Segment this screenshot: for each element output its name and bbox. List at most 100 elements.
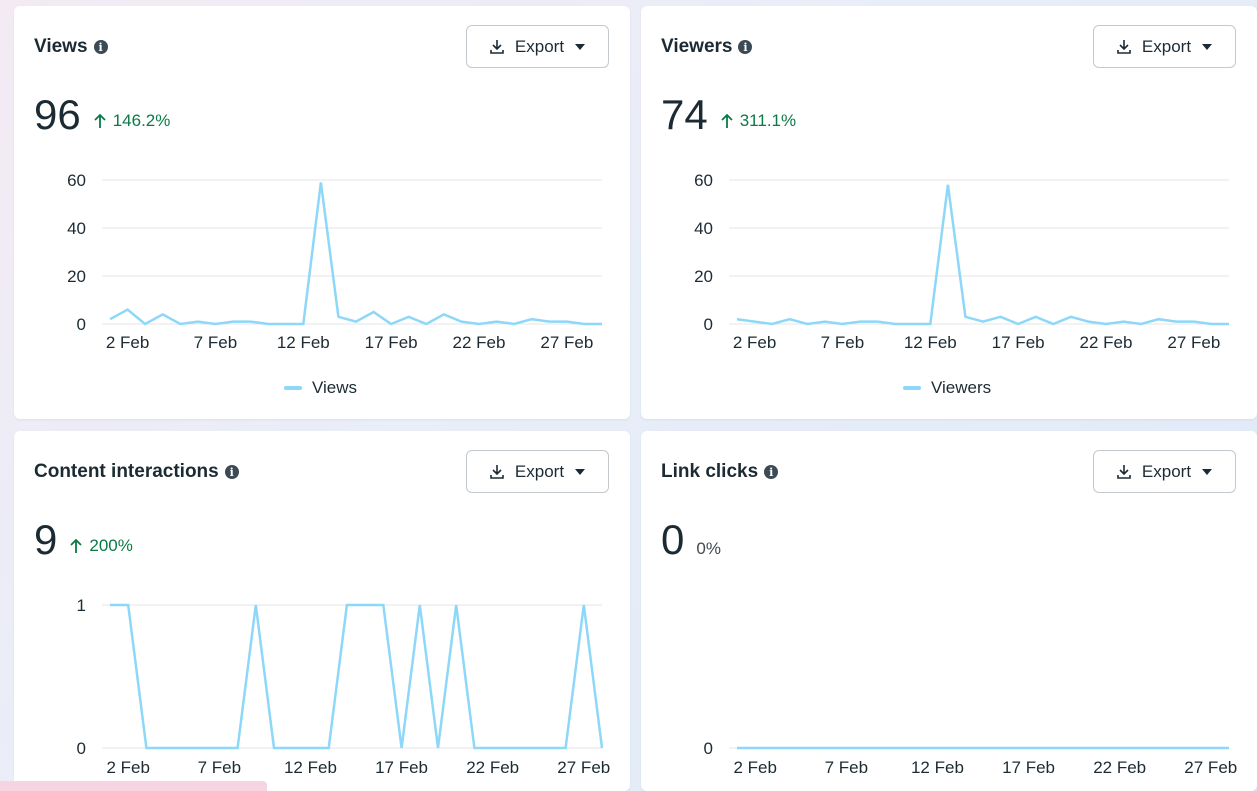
export-button[interactable]: Export: [1093, 25, 1236, 68]
caret-down-icon: [575, 43, 586, 50]
bottom-status-strip: [0, 781, 267, 791]
series-line: [736, 184, 1229, 326]
viewers-card: Viewers i Export 74 311.1% 0 20 40 60 2 Feb 7…: [641, 6, 1257, 419]
legend-label: Views: [312, 378, 358, 397]
metric-value: 9: [34, 516, 58, 563]
arrow-up-icon: [70, 538, 82, 553]
x-tick-label: 22 Feb: [1080, 333, 1133, 352]
chart-legend: Viewers: [903, 378, 991, 398]
y-tick-label: 1: [77, 596, 86, 615]
legend-label: Viewers: [931, 378, 992, 397]
delta-value: 0%: [696, 539, 721, 558]
info-icon[interactable]: i: [738, 40, 753, 54]
link-clicks-chart: 0 2 Feb 7 Feb 12 Feb 17 Feb 22 Feb 27 Feb: [704, 739, 1238, 777]
y-tick-label: 0: [704, 315, 713, 334]
caret-down-icon: [1202, 468, 1213, 475]
chart-legend: Views: [284, 378, 357, 398]
x-tick-label: 27 Feb: [540, 333, 593, 352]
x-tick-label: 27 Feb: [1184, 758, 1237, 777]
metric-summary: 74 311.1%: [661, 94, 796, 136]
y-tick-label: 0: [77, 315, 86, 334]
x-tick-label: 2 Feb: [106, 333, 149, 352]
y-tick-label: 0: [704, 739, 713, 758]
y-tick-label: 20: [694, 267, 713, 286]
x-tick-label: 7 Feb: [194, 333, 237, 352]
download-icon: [490, 464, 504, 479]
export-button[interactable]: Export: [466, 25, 609, 68]
x-tick-label: 17 Feb: [992, 333, 1045, 352]
export-label: Export: [514, 36, 565, 56]
info-icon[interactable]: i: [764, 465, 779, 479]
x-tick-label: 2 Feb: [733, 333, 776, 352]
y-tick-label: 60: [694, 171, 713, 190]
export-label: Export: [1141, 36, 1192, 56]
x-tick-label: 22 Feb: [1093, 758, 1146, 777]
x-tick-label: 17 Feb: [365, 333, 418, 352]
y-tick-label: 40: [694, 219, 713, 238]
caret-down-icon: [1202, 43, 1213, 50]
series-line: [110, 603, 604, 750]
download-icon: [1117, 39, 1131, 54]
content-interactions-chart: 012 Feb 7 Feb 12 Feb 17 Feb 22 Feb 27 Feb: [77, 596, 611, 777]
link-clicks-card: Link clicks i Export 0 0% 0 2 Feb 7 Feb 12 …: [641, 431, 1257, 791]
metric-delta: 146.2%: [93, 111, 171, 131]
info-icon[interactable]: i: [224, 465, 239, 479]
views-chart: 0 20 40 60 2 Feb 7 Feb 12 Feb 17 Feb 22 Feb 27 Fe…: [67, 171, 603, 352]
x-tick-label: 17 Feb: [1002, 758, 1055, 777]
delta-value: 311.1%: [739, 111, 797, 130]
export-label: Export: [514, 461, 565, 481]
x-tick-label: 7 Feb: [198, 758, 241, 777]
y-tick-label: 60: [67, 171, 86, 190]
caret-down-icon: [575, 468, 586, 475]
x-tick-label: 12 Feb: [277, 333, 330, 352]
arrow-up-icon: [94, 113, 106, 128]
x-tick-label: 12 Feb: [904, 333, 957, 352]
x-tick-label: 12 Feb: [911, 758, 964, 777]
card-title: Views i: [34, 36, 108, 58]
metric-delta: 311.1%: [720, 111, 796, 131]
viewers-title: Viewers: [661, 36, 733, 57]
metric-value: 96: [34, 91, 81, 138]
y-tick-label: 40: [67, 219, 86, 238]
x-tick-label: 22 Feb: [466, 758, 519, 777]
y-tick-label: 20: [67, 267, 86, 286]
x-tick-label: 2 Feb: [733, 758, 776, 777]
metric-summary: 0 0%: [661, 519, 721, 561]
metric-value: 74: [661, 91, 708, 138]
x-tick-label: 27 Feb: [1167, 333, 1220, 352]
x-tick-label: 17 Feb: [375, 758, 428, 777]
export-button[interactable]: Export: [466, 450, 609, 493]
x-tick-label: 7 Feb: [825, 758, 868, 777]
views-title: Views: [34, 36, 88, 57]
delta-value: 146.2%: [112, 111, 171, 130]
metric-value: 0: [661, 516, 685, 563]
x-tick-label: 27 Feb: [557, 758, 610, 777]
card-title: Viewers i: [661, 36, 753, 58]
legend-swatch: [903, 386, 921, 390]
x-tick-label: 12 Feb: [284, 758, 337, 777]
info-icon[interactable]: i: [93, 40, 108, 54]
metric-summary: 9 200%: [34, 519, 133, 561]
download-icon: [490, 39, 504, 54]
export-label: Export: [1141, 461, 1192, 481]
arrow-up-icon: [721, 113, 733, 128]
legend-swatch: [284, 386, 302, 390]
export-button[interactable]: Export: [1093, 450, 1236, 493]
content-interactions-title: Content interactions: [34, 461, 219, 482]
x-tick-label: 2 Feb: [106, 758, 149, 777]
x-tick-label: 22 Feb: [453, 333, 506, 352]
download-icon: [1117, 464, 1131, 479]
link-clicks-title: Link clicks: [661, 461, 759, 482]
card-title: Content interactions i: [34, 461, 239, 483]
metric-delta: 0%: [696, 539, 721, 559]
x-tick-label: 7 Feb: [821, 333, 864, 352]
y-tick-label: 0: [77, 739, 86, 758]
metric-delta: 200%: [69, 536, 133, 556]
delta-value: 200%: [89, 536, 133, 555]
views-card: Views i Export 96 146.2% 0 20 40 60 2 Feb 7 F…: [14, 6, 630, 419]
metric-summary: 96 146.2%: [34, 94, 170, 136]
viewers-chart: 0 20 40 60 2 Feb 7 Feb 12 Feb 17 Feb 22 Feb 27 Fe…: [694, 171, 1230, 352]
card-title: Link clicks i: [661, 461, 779, 483]
series-line: [109, 182, 602, 326]
